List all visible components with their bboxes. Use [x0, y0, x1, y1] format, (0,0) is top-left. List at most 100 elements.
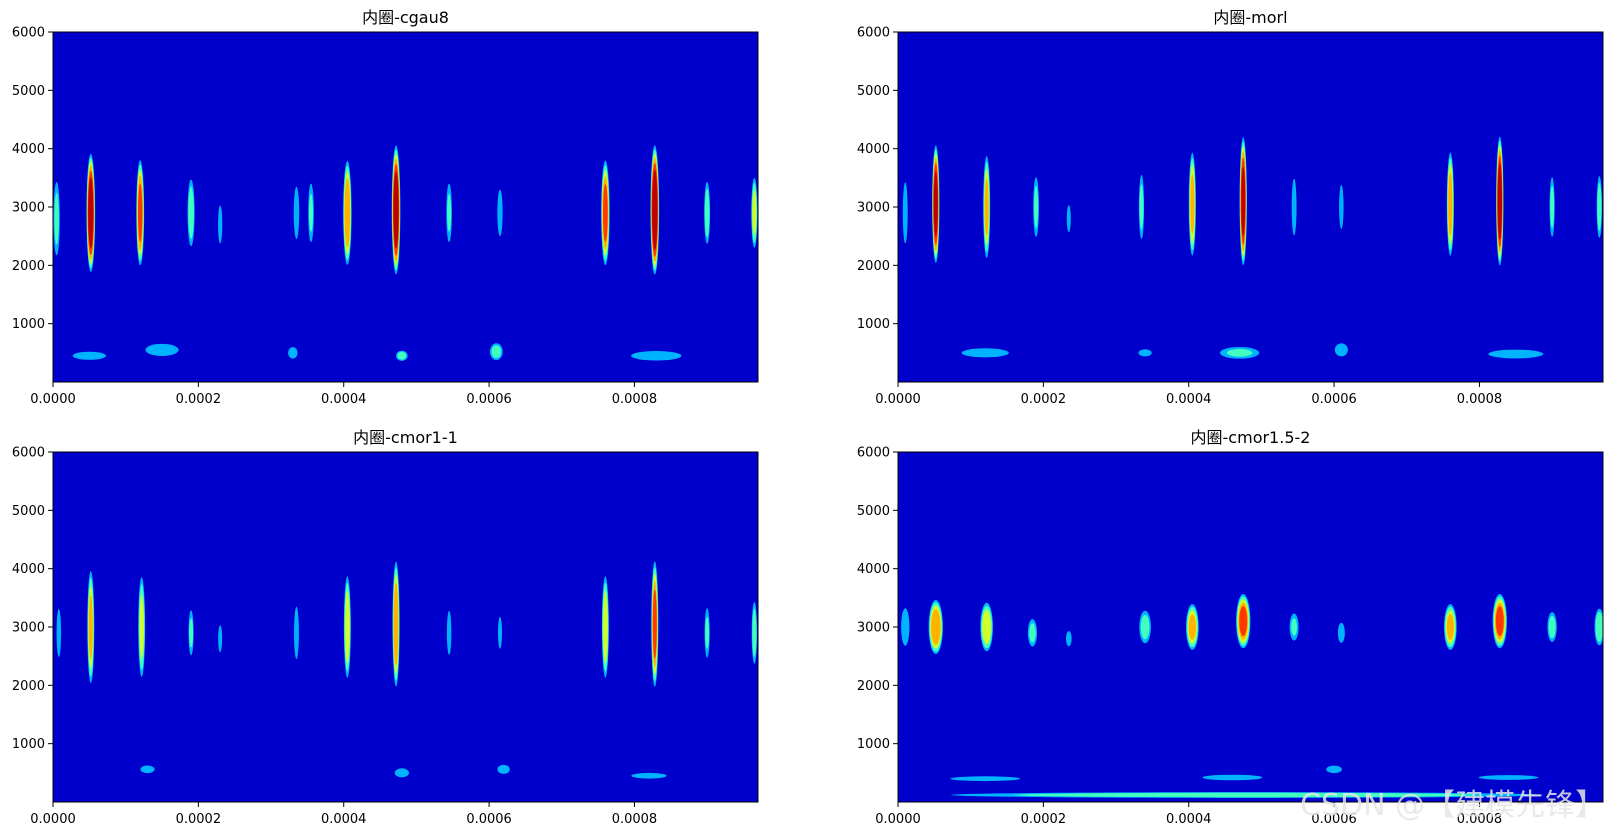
subplot-4: 内圈-cmor1.5-2 0.0000 0.0002 0.0004 0.0006 0.00… [857, 428, 1604, 827]
subplot-1: 内圈-cgau8 0.0000 0.0002 0.0004 0.0006 0.0008 10… [12, 8, 759, 407]
y-tick-label: 4000 [12, 142, 45, 157]
heatmap-blob [1034, 185, 1039, 229]
y-tick-label: 4000 [12, 562, 45, 577]
heatmap-blob [1550, 185, 1555, 229]
y-tick-label: 4000 [857, 562, 890, 577]
heatmap-blob [446, 610, 452, 655]
x-tick-label: 0.0002 [176, 812, 222, 827]
heatmap-blob [218, 625, 223, 653]
heatmap-blob [1446, 613, 1454, 641]
x-tick-label: 0.0000 [875, 812, 921, 827]
y-tick-label: 1000 [12, 317, 45, 332]
x-tick-label: 0.0002 [1021, 392, 1067, 407]
x-tick-label: 0.0006 [1311, 812, 1357, 827]
heatmap-blob [344, 178, 351, 248]
heatmap-blob [1226, 349, 1253, 357]
y-tick-label: 1000 [12, 737, 45, 752]
heatmap-blob [1140, 614, 1150, 640]
chart-title: 内圈-cgau8 [362, 8, 449, 27]
heatmap-blob [138, 183, 143, 242]
x-tick-label: 0.0004 [1166, 812, 1212, 827]
heatmap-blob [704, 188, 710, 238]
heatmap-blob [1448, 172, 1453, 236]
y-tick-label: 5000 [857, 84, 890, 99]
x-tick-label: 0.0004 [321, 392, 367, 407]
subplot-2: 内圈-morl 0.0000 0.0002 0.0004 0.0006 0.0008 100… [857, 8, 1604, 407]
heatmap-blob [631, 772, 667, 779]
heatmap-blob [447, 193, 452, 232]
y-tick-label: 1000 [857, 737, 890, 752]
heatmap-blob [497, 189, 503, 237]
heatmap-blob [294, 606, 299, 659]
heatmap-blob [652, 169, 658, 251]
heatmap-blob [705, 616, 710, 649]
heatmap-blob [602, 591, 608, 663]
heatmap-blob [56, 608, 62, 657]
heatmap-field [53, 145, 758, 361]
y-tick-label: 5000 [12, 504, 45, 519]
heatmap-blob [394, 768, 409, 778]
heatmap-blob [393, 582, 399, 666]
heatmap-blob [491, 345, 502, 358]
x-tick-label: 0.0008 [1457, 392, 1503, 407]
heatmap-background [898, 32, 1603, 382]
chart-title: 内圈-cmor1-1 [353, 428, 458, 447]
heatmap-blob [982, 609, 992, 645]
heatmap-blob [1066, 205, 1071, 233]
y-tick-label: 3000 [857, 201, 890, 216]
heatmap-field [56, 561, 758, 779]
y-tick-label: 3000 [12, 201, 45, 216]
heatmap-blob [397, 351, 407, 360]
x-tick-label: 0.0004 [321, 812, 367, 827]
heatmap-blob [1291, 178, 1297, 236]
heatmap-blob [1241, 166, 1246, 236]
subplots-container: 内圈-cgau8 0.0000 0.0002 0.0004 0.0006 0.0008 10… [12, 8, 1604, 827]
heatmap-blob [933, 170, 938, 238]
y-tick-label: 2000 [12, 679, 45, 694]
heatmap-blob [1497, 162, 1502, 240]
heatmap-field [901, 594, 1603, 798]
heatmap-blob [902, 182, 908, 244]
x-tick-label: 0.0008 [612, 392, 658, 407]
x-tick-label: 0.0002 [1021, 812, 1067, 827]
y-tick-label: 3000 [12, 621, 45, 636]
heatmap-blob [1595, 612, 1603, 642]
x-tick-label: 0.0000 [30, 392, 76, 407]
heatmap-blob [1014, 792, 1480, 798]
x-tick-label: 0.0006 [1311, 392, 1357, 407]
heatmap-blob [631, 350, 682, 361]
y-tick-label: 5000 [12, 84, 45, 99]
heatmap-blob [72, 351, 107, 360]
y-tick-label: 6000 [12, 446, 45, 461]
heatmap-blob [497, 764, 510, 774]
heatmap-blob [1478, 775, 1539, 780]
heatmap-blob [140, 765, 155, 774]
y-tick-label: 3000 [857, 621, 890, 636]
x-tick-label: 0.0006 [466, 392, 512, 407]
heatmap-blob [88, 177, 94, 249]
heatmap-blob [1138, 349, 1152, 357]
heatmap-blob [1065, 631, 1072, 647]
heatmap-blob [188, 186, 194, 239]
watermark-text: CSDN @【建模先锋】 [1300, 788, 1605, 823]
heatmap-blob [139, 595, 144, 659]
x-tick-label: 0.0002 [176, 392, 222, 407]
heatmap-blob [54, 192, 59, 245]
heatmap-blob [1495, 606, 1504, 637]
chart-title: 内圈-cmor1.5-2 [1191, 428, 1311, 447]
y-tick-label: 6000 [857, 26, 890, 41]
y-tick-label: 2000 [12, 259, 45, 274]
x-tick-label: 0.0006 [466, 812, 512, 827]
y-tick-label: 4000 [857, 142, 890, 157]
heatmap-blob [145, 343, 179, 356]
heatmap-blob [309, 193, 314, 232]
heatmap-blob [1202, 774, 1263, 781]
x-tick-label: 0.0000 [875, 392, 921, 407]
heatmap-blob [1337, 622, 1345, 643]
chart-title: 内圈-morl [1213, 8, 1287, 27]
y-tick-label: 6000 [857, 446, 890, 461]
heatmap-background [53, 32, 758, 382]
heatmap-blob [1326, 765, 1342, 774]
heatmap-blob [950, 776, 1021, 782]
